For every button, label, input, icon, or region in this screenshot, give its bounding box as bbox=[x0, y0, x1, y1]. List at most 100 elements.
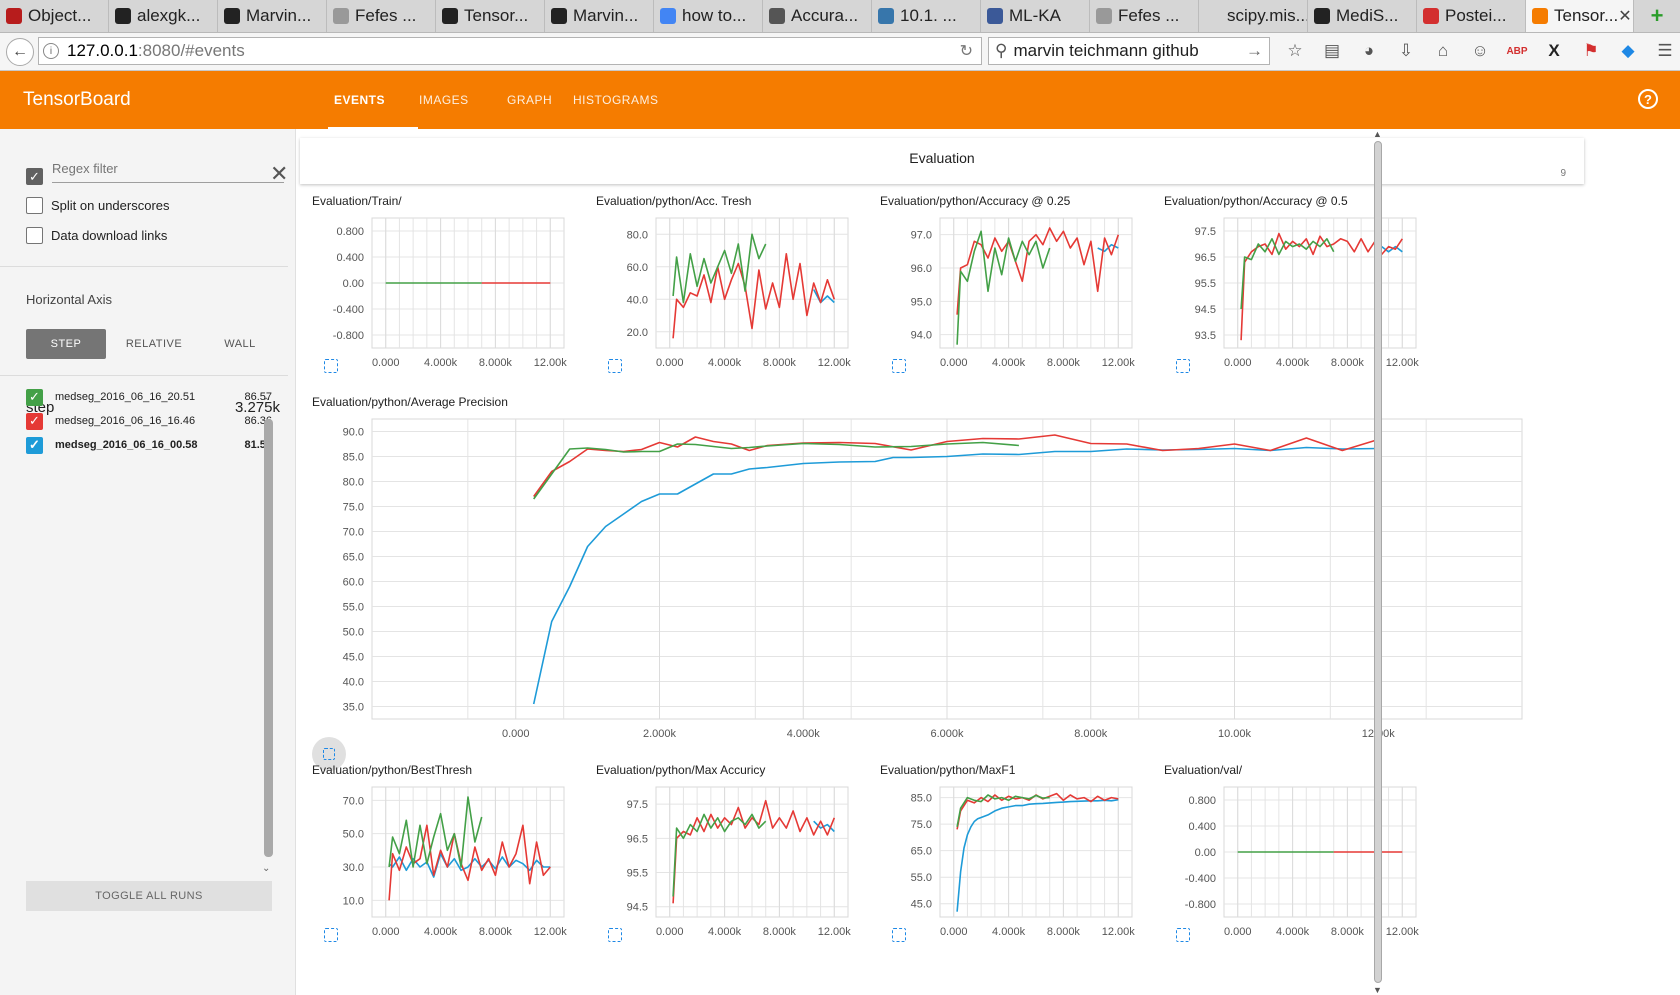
browser-tab[interactable]: Tensor... bbox=[436, 0, 545, 32]
x-tick-label: 12.00k bbox=[1102, 926, 1136, 938]
line-chart[interactable]: 80.0 60.0 40.0 20.0 0.000 4.000k 8.000k 12.00k bbox=[596, 214, 866, 389]
expand-icon[interactable] bbox=[608, 928, 622, 942]
run-row[interactable]: ✓ medseg_2016_06_16_20.51 86.57 bbox=[26, 387, 272, 407]
toggle-all-runs-button[interactable]: TOGGLE ALL RUNS bbox=[26, 881, 272, 911]
scroll-up-icon[interactable]: ▲ bbox=[1373, 129, 1382, 139]
expand-chart-button[interactable] bbox=[312, 737, 346, 771]
info-icon[interactable]: i bbox=[43, 43, 59, 59]
browser-tab[interactable]: MediS... bbox=[1308, 0, 1417, 32]
expand-icon[interactable] bbox=[892, 359, 906, 373]
run-checkbox[interactable]: ✓ bbox=[26, 388, 43, 406]
x-tick-label: 4.000k bbox=[992, 357, 1026, 369]
active-tab-indicator bbox=[328, 127, 418, 129]
split-underscores-checkbox[interactable] bbox=[26, 197, 43, 214]
regex-input[interactable]: Regex filter bbox=[52, 157, 284, 183]
x-tick-label: 8.000k bbox=[1074, 728, 1108, 740]
browser-tab[interactable]: Accura... bbox=[763, 0, 872, 32]
y-tick-label: 0.400 bbox=[1188, 821, 1216, 833]
reload-icon[interactable]: ↻ bbox=[959, 43, 973, 60]
expand-icon[interactable] bbox=[1176, 928, 1190, 942]
line-chart[interactable]: 97.5 96.5 95.5 94.5 0.000 4.000k 8.000k 12.00k bbox=[596, 783, 866, 958]
browser-tab[interactable]: ML-KA bbox=[981, 0, 1090, 32]
tab-graph[interactable]: GRAPH bbox=[507, 93, 553, 107]
tensorboard-icon bbox=[1532, 8, 1548, 24]
line-chart[interactable]: 0.800 0.400 0.00 -0.400 -0.800 0.000 4.000k 8.0… bbox=[1164, 783, 1434, 958]
browser-tab[interactable]: Fefes ... bbox=[327, 0, 436, 32]
browser-tab-label: MediS... bbox=[1336, 6, 1399, 25]
pocket-icon[interactable]: ◕ bbox=[1363, 41, 1375, 60]
x-tick-label: 4.000k bbox=[1276, 357, 1310, 369]
download-links-option[interactable]: Data download links bbox=[26, 227, 167, 244]
expand-icon[interactable] bbox=[892, 928, 906, 942]
run-row[interactable]: ✓ medseg_2016_06_16_00.58 81.51 bbox=[26, 435, 272, 455]
browser-tab[interactable]: Postei... bbox=[1417, 0, 1526, 32]
run-checkbox[interactable]: ✓ bbox=[26, 436, 43, 454]
browser-tab[interactable]: Marvin... bbox=[218, 0, 327, 32]
run-row[interactable]: ✓ medseg_2016_06_16_16.46 86.36 bbox=[26, 411, 272, 431]
browser-tab[interactable]: Marvin... bbox=[545, 0, 654, 32]
axis-relative-button[interactable]: RELATIVE bbox=[125, 338, 183, 350]
browser-tab[interactable]: scipy.mis... bbox=[1199, 0, 1308, 32]
expand-icon[interactable] bbox=[608, 359, 622, 373]
browser-tab[interactable]: Tensor... ✕ bbox=[1526, 0, 1634, 32]
search-go-icon[interactable]: → bbox=[1246, 41, 1263, 60]
emoji-icon[interactable]: ☺ bbox=[1471, 41, 1489, 60]
home-icon[interactable]: ⌂ bbox=[1437, 41, 1449, 60]
browser-tab[interactable]: how to... bbox=[654, 0, 763, 32]
series-line bbox=[1381, 245, 1403, 253]
search-input[interactable]: marvin teichmann github bbox=[1013, 41, 1199, 60]
run-checkbox[interactable]: ✓ bbox=[26, 412, 43, 430]
close-icon[interactable]: ✕ bbox=[270, 161, 289, 186]
line-chart[interactable]: 90.0 85.0 80.0 75.0 70.0 65.0 60.0 55.0 50.0 45.0… bbox=[312, 415, 1532, 760]
expand-icon[interactable] bbox=[1176, 359, 1190, 373]
url-host: 127.0.0.1 bbox=[67, 41, 138, 60]
adblock-icon[interactable]: ABP bbox=[1506, 45, 1528, 57]
y-tick-label: 60.0 bbox=[343, 577, 364, 589]
browser-tab[interactable]: alexgk... bbox=[109, 0, 218, 32]
bookmark-star-icon[interactable]: ☆ bbox=[1287, 41, 1303, 60]
expand-icon[interactable] bbox=[324, 359, 338, 373]
regex-checkbox[interactable]: ✓ bbox=[26, 168, 43, 185]
category-header[interactable]: Evaluation 9 bbox=[300, 138, 1584, 184]
close-tab-icon[interactable]: ✕ bbox=[1618, 8, 1632, 25]
help-icon[interactable]: ? bbox=[1638, 89, 1658, 109]
axis-step-button[interactable]: STEP bbox=[26, 329, 106, 359]
extension-icon[interactable]: ◆ bbox=[1621, 41, 1635, 60]
line-chart[interactable]: 0.800 0.400 0.00 -0.400 -0.800 0.000 4.000k 8.0… bbox=[312, 214, 582, 389]
menu-icon[interactable]: ☰ bbox=[1657, 41, 1673, 60]
main-scrollbar[interactable]: ▲ ▼ bbox=[1372, 129, 1384, 995]
download-links-checkbox[interactable] bbox=[26, 227, 43, 244]
line-chart[interactable]: 97.0 96.0 95.0 94.0 0.000 4.000k 8.000k 12.00k bbox=[880, 214, 1150, 389]
tab-histograms[interactable]: HISTOGRAMS bbox=[573, 93, 659, 107]
browser-tab-label: alexgk... bbox=[137, 6, 201, 25]
scrollbar-thumb[interactable] bbox=[264, 419, 273, 857]
scroll-down-icon[interactable]: ⌄ bbox=[262, 863, 271, 874]
tab-images[interactable]: IMAGES bbox=[419, 93, 469, 107]
browser-tab[interactable]: Fefes ... bbox=[1090, 0, 1199, 32]
line-chart[interactable]: 97.5 96.5 95.5 94.5 93.5 0.000 4.000k 8.000k 12.… bbox=[1164, 214, 1434, 389]
runs-scrollbar[interactable]: ⌃ ⌄ bbox=[262, 397, 274, 881]
scrollbar-thumb[interactable] bbox=[1374, 141, 1382, 983]
x-tick-label: 0.000 bbox=[940, 357, 968, 369]
search-bar[interactable]: ⚲ marvin teichmann github → bbox=[988, 37, 1270, 65]
back-button[interactable]: ← bbox=[6, 37, 34, 66]
x-icon[interactable]: X bbox=[1548, 41, 1560, 60]
y-tick-label: 96.0 bbox=[911, 263, 932, 275]
flag-icon[interactable]: ⚑ bbox=[1583, 41, 1599, 60]
tab-events[interactable]: EVENTS bbox=[334, 93, 386, 107]
split-underscores-option[interactable]: Split on underscores bbox=[26, 197, 170, 214]
scroll-down-icon[interactable]: ▼ bbox=[1373, 985, 1382, 995]
line-chart[interactable]: 85.0 75.0 65.0 55.0 45.0 0.000 4.000k 8.000k 12.… bbox=[880, 783, 1150, 958]
cambridge-icon bbox=[6, 8, 22, 24]
expand-icon[interactable] bbox=[324, 928, 338, 942]
chart-card: Evaluation/Train/0.800 0.400 0.00 -0.400 -0.… bbox=[312, 194, 582, 393]
new-tab-button[interactable]: + bbox=[1650, 3, 1664, 28]
scroll-up-icon[interactable]: ⌃ bbox=[262, 397, 271, 408]
download-icon[interactable]: ⇩ bbox=[1398, 41, 1414, 60]
url-bar[interactable]: i 127.0.0.1 :8080/#events ↻ bbox=[38, 37, 982, 65]
browser-tab[interactable]: 10.1. ... bbox=[872, 0, 981, 32]
axis-wall-button[interactable]: WALL bbox=[224, 338, 256, 350]
browser-tab[interactable]: Object... bbox=[0, 0, 109, 32]
line-chart[interactable]: 70.0 50.0 30.0 10.0 0.000 4.000k 8.000k 12.00k bbox=[312, 783, 582, 958]
reading-list-icon[interactable]: ▤ bbox=[1323, 41, 1341, 60]
